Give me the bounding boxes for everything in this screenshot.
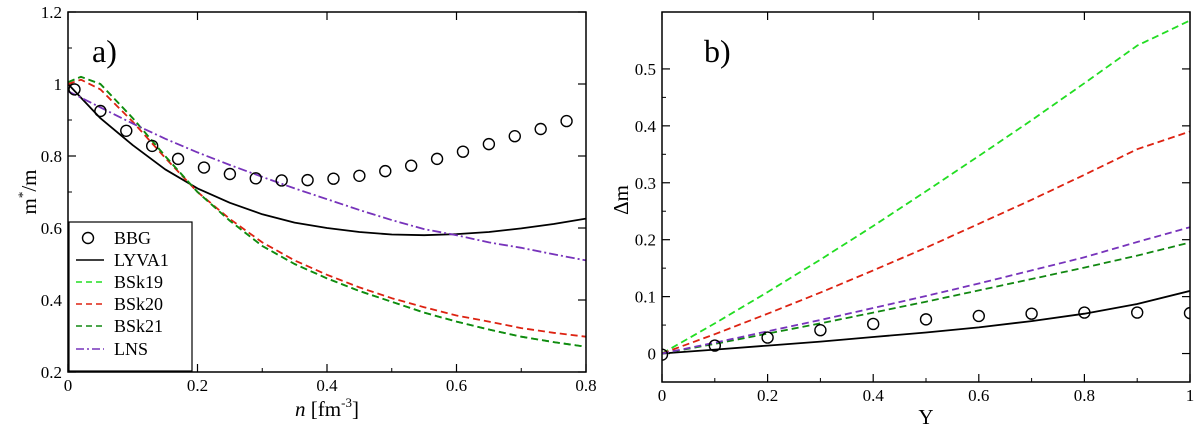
panel-a-legend: BBG LYVA1 BSk19 BSk20 BSk21 LNS bbox=[68, 221, 193, 372]
panel-a-series bbox=[68, 75, 586, 348]
panel-b-point-bbg bbox=[1025, 307, 1038, 320]
panel-a-point-bbg bbox=[327, 172, 340, 185]
panel-a-point-bbg bbox=[94, 104, 107, 118]
panel-a-ytick-label: 0.4 bbox=[41, 291, 63, 310]
panel-a-point-bbg bbox=[197, 161, 211, 174]
panel-a: 0 0.2 0.4 0.6 0.80.20.40.60.811.2 a) m*/m n … bbox=[15, 3, 597, 421]
panel-b-point-bbg bbox=[1130, 306, 1144, 319]
panel-a-ytick-label: 0.2 bbox=[41, 363, 62, 382]
panel-a-point-bbg bbox=[456, 145, 470, 158]
panel-a-xtick-label: 0.4 bbox=[316, 376, 338, 395]
panel-b-xtick-label: 0.2 bbox=[757, 386, 778, 405]
panel-a-series-bsk21 bbox=[68, 75, 586, 348]
panel-a-point-bbg bbox=[145, 139, 159, 153]
legend-label-lyva1: LYVA1 bbox=[114, 250, 169, 270]
panel-a-ytick-label: 0.6 bbox=[41, 219, 62, 238]
panel-b-label: b) bbox=[704, 33, 731, 69]
panel-b-xtick-label: 1 bbox=[1186, 386, 1195, 405]
legend-entry-bsk20: BSk20 bbox=[76, 294, 163, 314]
legend-entry-lyva1: LYVA1 bbox=[76, 250, 169, 270]
panel-a-series-lns bbox=[68, 90, 586, 262]
panel-a-ytick-label: 0.8 bbox=[41, 147, 62, 166]
panel-a-xtick-label: 0.2 bbox=[187, 376, 208, 395]
panel-b-ytick-label: 0.1 bbox=[635, 288, 656, 307]
panel-a-point-bbg bbox=[68, 83, 81, 96]
panel-b-series-bsk20 bbox=[662, 130, 1190, 355]
panel-a-series-bsk20 bbox=[68, 78, 586, 338]
panel-b-ytick-label: 0.4 bbox=[635, 117, 657, 136]
panel-a-point-bbg bbox=[560, 114, 573, 128]
panel-a-point-bbg bbox=[275, 174, 288, 187]
panel-a-xtick-label: 0.8 bbox=[575, 376, 596, 395]
legend-label-lns: LNS bbox=[114, 339, 148, 359]
panel-a-point-bbg bbox=[379, 164, 392, 178]
legend-entry-lns: LNS bbox=[76, 339, 148, 359]
panel-b-point-bbg bbox=[814, 324, 827, 337]
panel-a-point-bbg bbox=[353, 169, 366, 183]
panel-a-series-lyva1 bbox=[68, 83, 586, 237]
panel-a-point-bbg bbox=[120, 124, 133, 138]
legend-label-bsk20: BSk20 bbox=[114, 294, 163, 314]
panel-b: 0 0.2 0.4 0.6 0.8 1 0 0.1 0.2 0.3 0.4 0.5 b) Δm Y bbox=[609, 11, 1195, 429]
panel-a-label: a) bbox=[92, 33, 117, 69]
panel-a-ytick-label: 1 bbox=[54, 75, 63, 94]
legend-entry-bbg: BBG bbox=[81, 228, 151, 248]
panel-b-xlabel: Y bbox=[918, 405, 933, 429]
legend-label-bsk19: BSk19 bbox=[114, 272, 163, 292]
panel-b-frame bbox=[661, 11, 1191, 383]
panel-b-ylabel: Δm bbox=[609, 185, 633, 215]
panel-a-point-bbg bbox=[482, 137, 496, 151]
panel-a-frame bbox=[67, 11, 587, 373]
panel-a-point-bbg bbox=[171, 152, 185, 166]
panel-b-xtick-label: 0.6 bbox=[968, 386, 989, 405]
legend-entry-bsk21: BSk21 bbox=[76, 316, 163, 336]
panel-b-point-bbg bbox=[708, 339, 721, 352]
panel-b-xtick-label: 0.4 bbox=[863, 386, 885, 405]
panel-b-series-lyva1 bbox=[662, 290, 1190, 355]
panel-a-point-bbg bbox=[430, 152, 444, 166]
legend-entry-bsk19: BSk19 bbox=[76, 272, 163, 292]
panel-b-point-bbg bbox=[867, 317, 880, 331]
panel-a-point-bbg bbox=[223, 167, 237, 181]
panel-a-plot-area bbox=[68, 75, 586, 348]
panel-b-ytick-label: 0.2 bbox=[635, 231, 656, 250]
panel-b-point-bbg bbox=[1183, 306, 1190, 320]
panel-b-series-lns bbox=[662, 226, 1190, 355]
panel-b-ytick-label: 0 bbox=[648, 345, 657, 364]
panel-a-point-bbg bbox=[534, 122, 547, 136]
legend-frame bbox=[68, 221, 193, 372]
panel-b-series bbox=[662, 19, 1190, 361]
panel-a-point-bbg bbox=[249, 172, 262, 185]
panel-a-point-bbg bbox=[508, 129, 521, 143]
panel-b-ytick-label: 0.5 bbox=[635, 60, 656, 79]
legend-label-bbg: BBG bbox=[114, 228, 151, 248]
panel-a-ylabel: m*/m bbox=[15, 169, 41, 214]
panel-a-xtick-label: 0 bbox=[64, 376, 73, 395]
panel-a-xtick-label: 0.6 bbox=[446, 376, 467, 395]
panel-b-series-bsk19 bbox=[662, 19, 1190, 355]
panel-b-series-bsk21 bbox=[662, 241, 1190, 355]
panel-b-xtick-label: 0 bbox=[658, 386, 667, 405]
panel-a-xlabel: n [fm-3] bbox=[295, 395, 359, 421]
panel-b-point-bbg bbox=[1078, 306, 1091, 319]
legend-label-bsk21: BSk21 bbox=[114, 316, 163, 336]
panel-b-point-bbg bbox=[761, 331, 774, 344]
legend-marker-bbg bbox=[81, 231, 95, 245]
panel-b-point-bbg bbox=[662, 348, 669, 361]
panel-a-point-bbg bbox=[404, 159, 418, 172]
panel-b-plot-area bbox=[662, 19, 1190, 361]
panel-b-ticks: 0 0.2 0.4 0.6 0.8 1 0 0.1 0.2 0.3 0.4 0.5 bbox=[635, 12, 1195, 405]
panel-a-point-bbg bbox=[301, 173, 314, 187]
panel-b-ytick-label: 0.3 bbox=[635, 174, 656, 193]
panel-b-xtick-label: 0.8 bbox=[1074, 386, 1095, 405]
panel-b-point-bbg bbox=[919, 313, 933, 326]
panel-b-point-bbg bbox=[972, 309, 985, 323]
panel-a-ytick-label: 1.2 bbox=[41, 3, 62, 22]
